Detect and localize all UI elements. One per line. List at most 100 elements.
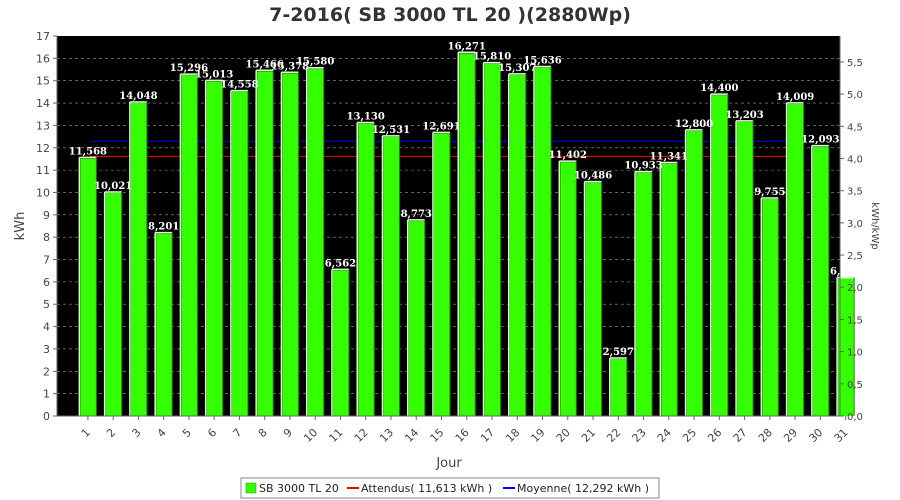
- bar-13: [381, 135, 400, 416]
- y-tick-label: 7: [43, 254, 50, 267]
- x-tick-label: 20: [554, 426, 573, 445]
- bar-fill: [307, 68, 324, 416]
- y-tick-label: 5: [43, 298, 50, 311]
- bar-6: [204, 79, 224, 417]
- legend-item: SB 3000 TL 20: [245, 482, 339, 495]
- x-tick-label: 18: [503, 426, 522, 445]
- data-label: 15,307: [498, 63, 536, 74]
- x-tick-label: 7: [230, 426, 244, 440]
- y-tick-label: 17: [36, 30, 50, 43]
- bar-4: [154, 231, 173, 416]
- data-label: 15,378: [271, 61, 309, 72]
- x-tick-label: 14: [402, 426, 421, 445]
- y2-tick-label: 2,0: [847, 283, 863, 294]
- bar-fill: [130, 102, 147, 416]
- x-tick-label: 30: [806, 426, 825, 445]
- bar-fill: [408, 220, 425, 416]
- bar-10: [305, 66, 325, 416]
- data-label: 6,203: [830, 266, 861, 277]
- x-tick-label: 13: [377, 426, 396, 445]
- y2-tick-label: 5,5: [847, 58, 863, 69]
- bar-16: [457, 51, 476, 417]
- bar-fill: [105, 193, 122, 416]
- bar-fill: [535, 67, 552, 416]
- y-tick-label: 13: [36, 119, 50, 132]
- y-tick-label: 11: [36, 164, 50, 177]
- legend-swatch: [245, 482, 257, 494]
- x-tick-label: 27: [731, 426, 750, 445]
- bar-22: [609, 357, 628, 416]
- x-axis-label: Jour: [435, 456, 462, 471]
- data-label: 8,773: [401, 209, 432, 220]
- x-tick-label: 24: [655, 426, 674, 445]
- data-label: 8,201: [148, 222, 179, 233]
- bar-fill: [610, 358, 627, 416]
- bar-14: [406, 219, 426, 416]
- bar-fill: [257, 71, 274, 416]
- bar-fill: [787, 103, 804, 416]
- x-tick-label: 25: [680, 426, 699, 445]
- data-label: 12,691: [422, 121, 460, 132]
- bar-27: [735, 120, 754, 416]
- x-tick-label: 1: [79, 426, 93, 440]
- bar-12: [356, 121, 375, 416]
- x-tick-label: 17: [478, 426, 497, 445]
- data-label: 10,933: [624, 161, 662, 172]
- bar-fill: [434, 133, 450, 416]
- data-label: 12,093: [801, 135, 839, 146]
- x-tick-label: 10: [301, 426, 320, 445]
- bar-30: [811, 144, 830, 416]
- data-label: 11,568: [69, 146, 107, 157]
- x-tick-label: 26: [705, 426, 724, 445]
- y2-tick-label: 5,0: [847, 90, 863, 101]
- y-tick-label: 9: [43, 209, 50, 222]
- data-label: 14,400: [700, 83, 738, 94]
- y-tick-label: 2: [43, 365, 50, 378]
- bar-8: [255, 69, 274, 416]
- bar-fill: [737, 121, 754, 416]
- x-tick-label: 19: [529, 426, 548, 445]
- bar-1: [78, 156, 97, 416]
- bar-24: [659, 161, 678, 416]
- x-tick-label: 28: [756, 426, 775, 445]
- bar-fill: [181, 75, 198, 416]
- legend-label: Moyenne( 12,292 kWh ): [517, 482, 649, 495]
- y2-tick-label: 0,5: [847, 380, 863, 391]
- bar-5: [179, 73, 198, 416]
- x-tick-label: 31: [832, 426, 851, 445]
- y-tick-label: 3: [43, 343, 50, 356]
- data-label: 14,558: [220, 80, 258, 91]
- data-label: 15,296: [170, 63, 208, 74]
- data-label: 15,810: [473, 52, 511, 63]
- data-label: 6,562: [325, 258, 356, 269]
- legend: SB 3000 TL 20 Attendus( 11,613 kWh ) Moyen…: [240, 477, 660, 499]
- bar-fill: [80, 158, 97, 416]
- bar-fill: [812, 146, 829, 416]
- y-tick-label: 6: [43, 276, 50, 289]
- bar-fill: [206, 81, 223, 417]
- bar-7: [230, 89, 249, 417]
- y-tick-label: 4: [43, 321, 50, 334]
- data-label: 9,755: [754, 187, 785, 198]
- x-tick-label: 2: [104, 426, 118, 440]
- data-labels: 11,568 10,021 14,048 8,201 15,29615,01314,55…: [69, 41, 862, 358]
- x-tick-label: 21: [579, 426, 598, 445]
- bar-fill: [711, 95, 728, 416]
- bar-fill: [838, 278, 855, 416]
- x-tick-label: 16: [453, 426, 472, 445]
- bar-20: [558, 160, 577, 416]
- bar-fill: [332, 270, 349, 416]
- legend-item: Attendus( 11,613 kWh ): [347, 482, 492, 495]
- y2-tick-label: 2,5: [847, 251, 863, 262]
- y2-axis: 0,0 0,5 1,0 1,5 2,0 2,5 3,0 3,5 4,0 4,5 5,0 5,5: [839, 36, 863, 423]
- x-tick-label: 4: [155, 426, 169, 440]
- legend-item: Moyenne( 12,292 kWh ): [503, 482, 649, 495]
- bar-fill: [484, 63, 501, 416]
- bar-26: [710, 93, 729, 416]
- data-label: 10,486: [574, 171, 612, 182]
- data-label: 14,048: [119, 91, 157, 102]
- bar-fill: [661, 163, 678, 416]
- bar-19: [533, 65, 552, 416]
- data-label: 13,130: [347, 112, 385, 123]
- data-label: 12,531: [372, 125, 410, 136]
